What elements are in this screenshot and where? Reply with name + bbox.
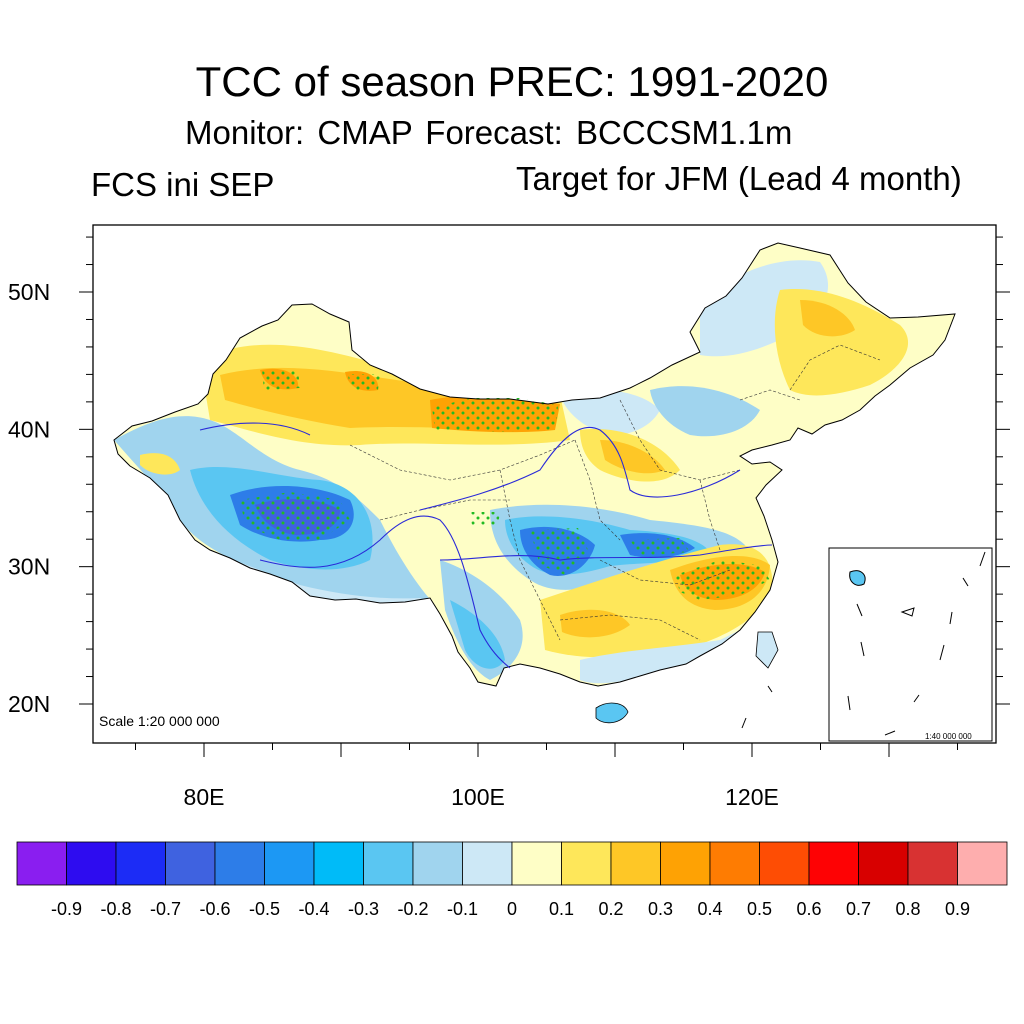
colorbar-box — [511, 841, 562, 886]
colorbar-label: 0.2 — [598, 899, 623, 919]
colorbar-label: -0.7 — [150, 899, 181, 919]
lat-tick-label: 30N — [8, 554, 50, 580]
colorbar-box — [214, 841, 265, 886]
colorbar-box — [858, 841, 909, 886]
lat-tick-label: 50N — [8, 279, 50, 305]
colorbar-box — [561, 841, 612, 886]
colorbar-label: -0.4 — [298, 899, 329, 919]
colorbar-label: -0.1 — [447, 899, 478, 919]
colorbar-label: 0.1 — [549, 899, 574, 919]
plot-title: TCC of season PREC: 1991-2020 — [195, 58, 829, 105]
taiwan-island — [755, 631, 779, 669]
colorbar-label: -0.9 — [51, 899, 82, 919]
colorbar-label: -0.3 — [348, 899, 379, 919]
lat-tick-label: 20N — [8, 691, 50, 717]
significance-stipple — [240, 370, 770, 600]
colorbar-label: -0.2 — [397, 899, 428, 919]
china-boundary — [113, 242, 956, 687]
right-string: Target for JFM (Lead 4 month) — [516, 160, 962, 197]
colorbar-label: 0.8 — [895, 899, 920, 919]
colorbar-box — [16, 841, 67, 886]
colorbar: -0.9 -0.8 -0.7 -0.6 -0.5 -0.4 -0.3 -0.2 -0.1 0 0.1… — [16, 841, 1008, 919]
colorbar-label: 0.3 — [648, 899, 673, 919]
colorbar-box — [313, 841, 364, 886]
colorbar-box — [808, 841, 859, 886]
colorbar-box — [66, 841, 117, 886]
colorbar-box — [412, 841, 463, 886]
colorbar-label: 0.9 — [945, 899, 970, 919]
colorbar-label: 0.5 — [747, 899, 772, 919]
colorbar-label: 0.4 — [697, 899, 722, 919]
lon-tick-label: 80E — [184, 784, 225, 810]
colorbar-label: 0.6 — [796, 899, 821, 919]
scale-label: Scale 1:20 000 000 — [99, 713, 220, 729]
colorbar-label: 0.7 — [846, 899, 871, 919]
colorbar-label: -0.8 — [100, 899, 131, 919]
colorbar-box — [610, 841, 661, 886]
lat-tick-label: 40N — [8, 416, 50, 442]
colorbar-box — [462, 841, 513, 886]
rivers — [199, 422, 773, 669]
colorbar-box — [264, 841, 315, 886]
lon-tick-label: 100E — [451, 784, 505, 810]
province-boundaries — [349, 344, 881, 641]
lon-tick-label: 120E — [725, 784, 779, 810]
colorbar-box — [759, 841, 810, 886]
colorbar-box — [709, 841, 760, 886]
colorbar-box — [907, 841, 958, 886]
colorbar-label: 0 — [507, 899, 517, 919]
plot-subtitle: Monitor: CMAP Forecast: BCCCSM1.1m — [185, 114, 793, 151]
inset-islands — [741, 551, 986, 736]
colorbar-box — [165, 841, 216, 886]
left-string: FCS ini SEP — [91, 166, 275, 203]
colorbar-box — [115, 841, 166, 886]
colorbar-box — [660, 841, 711, 886]
inset-scale-label: 1:40 000 000 — [925, 732, 972, 741]
colorbar-box — [957, 841, 1008, 886]
colorbar-box — [363, 841, 414, 886]
hainan-island — [595, 702, 629, 724]
axis-ticks: 50N 40N 30N 20N 80E 100E 120E — [8, 236, 1010, 810]
colorbar-label: -0.5 — [249, 899, 280, 919]
colorbar-label: -0.6 — [199, 899, 230, 919]
